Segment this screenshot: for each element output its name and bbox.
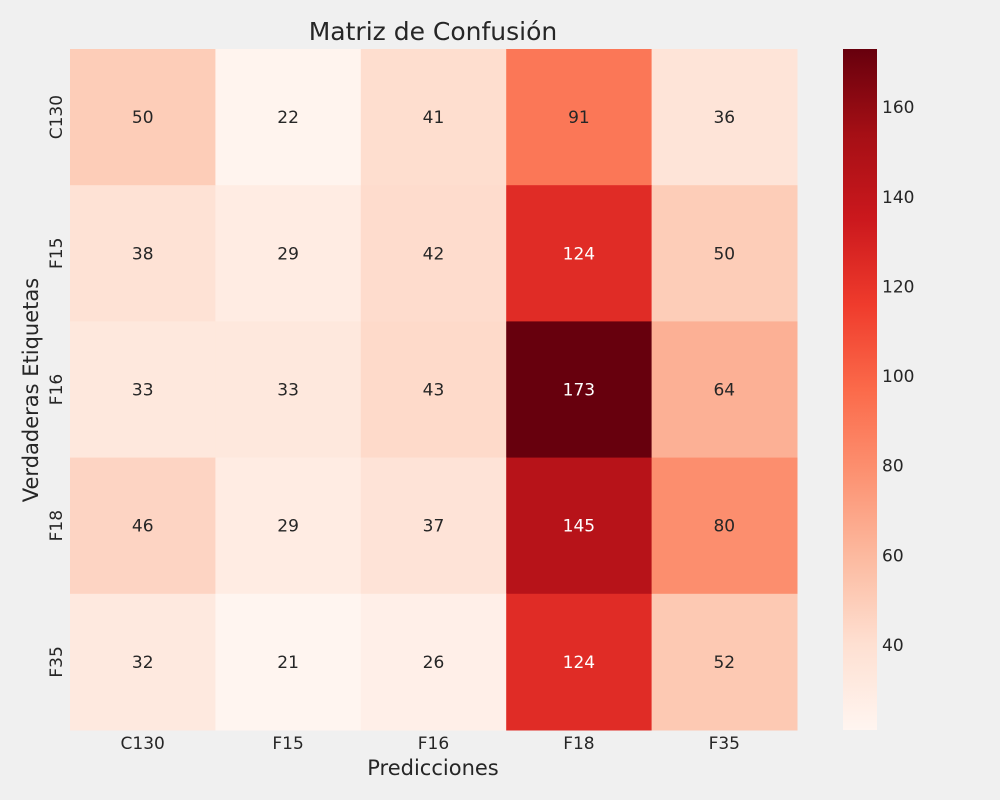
heatmap-cell bbox=[70, 185, 216, 322]
heatmap-cell-label: 29 bbox=[277, 517, 299, 537]
heatmap-cell-label: 145 bbox=[563, 517, 595, 537]
heatmap-cell-label: 37 bbox=[423, 517, 445, 537]
colorbar-tick-label: 100 bbox=[882, 367, 914, 387]
heatmap-cell-label: 124 bbox=[563, 653, 595, 673]
heatmap-cell bbox=[70, 593, 216, 731]
heatmap-cell bbox=[506, 457, 653, 595]
heatmap-cell bbox=[651, 49, 798, 186]
colorbar-tick-label: 80 bbox=[882, 457, 904, 477]
heatmap-cell bbox=[215, 457, 362, 595]
heatmap-cell-label: 50 bbox=[132, 108, 154, 128]
heatmap-cells bbox=[70, 49, 798, 731]
heatmap-cell bbox=[506, 593, 653, 731]
y-tick-label: F16 bbox=[47, 374, 67, 405]
heatmap-cell-label: 173 bbox=[563, 381, 595, 401]
x-tick-label: F18 bbox=[563, 734, 594, 754]
colorbar-tick-label: 60 bbox=[882, 546, 904, 566]
heatmap-cell-label: 29 bbox=[277, 244, 299, 264]
x-tick-label: F35 bbox=[709, 734, 740, 754]
heatmap-cell-label: 38 bbox=[132, 244, 154, 264]
heatmap-cell bbox=[506, 185, 653, 322]
colorbar-tick-label: 140 bbox=[882, 188, 914, 208]
y-axis-label: Verdaderas Etiquetas bbox=[19, 278, 43, 502]
heatmap-cell-label: 64 bbox=[713, 381, 735, 401]
heatmap-cell bbox=[506, 321, 653, 459]
heatmap-cell bbox=[215, 49, 362, 186]
heatmap-cell bbox=[651, 185, 798, 322]
heatmap-cell-label: 91 bbox=[568, 108, 590, 128]
heatmap-cell-labels: 50 22 41 91 36 38 29 42 124 50 33 33 43 173 64 46 29 37 14… bbox=[132, 108, 735, 673]
heatmap-cell bbox=[360, 457, 507, 595]
heatmap-cell-label: 33 bbox=[132, 381, 154, 401]
colorbar-tick-label: 120 bbox=[882, 277, 914, 297]
y-tick-label: F35 bbox=[47, 646, 67, 677]
x-tick-label: C130 bbox=[121, 734, 165, 754]
heatmap-cell-label: 32 bbox=[132, 653, 154, 673]
colorbar-tick-label: 160 bbox=[882, 98, 914, 118]
x-axis-ticks: C130 F15 F16 F18 F35 bbox=[121, 734, 740, 754]
heatmap-cell bbox=[70, 457, 216, 595]
heatmap-cell bbox=[70, 49, 216, 186]
heatmap-cell-label: 42 bbox=[423, 244, 445, 264]
heatmap-cell-label: 21 bbox=[277, 653, 299, 673]
heatmap-cell bbox=[651, 593, 798, 731]
y-tick-label: F18 bbox=[47, 510, 67, 541]
heatmap-cell-label: 41 bbox=[423, 108, 445, 128]
y-tick-label: C130 bbox=[47, 95, 67, 139]
x-axis-label: Predicciones bbox=[367, 756, 499, 780]
colorbar-tick-label: 40 bbox=[882, 636, 904, 656]
heatmap-cell-label: 50 bbox=[713, 244, 735, 264]
y-axis-ticks: C130 F15 F16 F18 F35 bbox=[47, 95, 67, 678]
heatmap-cell bbox=[360, 593, 507, 731]
colorbar-ticks: 40 60 80 100 120 140 160 bbox=[882, 98, 914, 656]
heatmap-cell bbox=[215, 321, 362, 459]
heatmap-cell bbox=[360, 321, 507, 459]
heatmap-cell bbox=[506, 49, 653, 186]
heatmap-cell-label: 36 bbox=[713, 108, 735, 128]
heatmap-cell bbox=[215, 185, 362, 322]
heatmap-cell bbox=[651, 457, 798, 595]
heatmap-cell-label: 46 bbox=[132, 517, 154, 537]
colorbar bbox=[843, 49, 877, 730]
heatmap-cell bbox=[360, 49, 507, 186]
heatmap-cell-label: 52 bbox=[713, 653, 735, 673]
heatmap-cell-label: 80 bbox=[713, 517, 735, 537]
heatmap-cell bbox=[360, 185, 507, 322]
chart-title: Matriz de Confusión bbox=[309, 17, 558, 46]
heatmap-cell-label: 43 bbox=[423, 381, 445, 401]
heatmap-cell-label: 22 bbox=[277, 108, 299, 128]
heatmap-cell-label: 33 bbox=[277, 381, 299, 401]
heatmap-cell bbox=[215, 593, 362, 731]
heatmap-cell-label: 26 bbox=[423, 653, 445, 673]
x-tick-label: F16 bbox=[418, 734, 449, 754]
heatmap-cell bbox=[651, 321, 798, 459]
y-tick-label: F15 bbox=[47, 238, 67, 269]
heatmap-cell bbox=[70, 321, 216, 459]
heatmap-cell-label: 124 bbox=[563, 244, 595, 264]
x-tick-label: F15 bbox=[272, 734, 303, 754]
